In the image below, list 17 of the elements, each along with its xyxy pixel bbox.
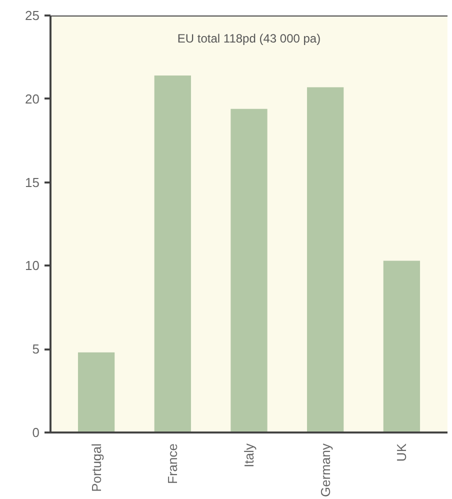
annotation: EU total 118pd (43 000 pa) <box>177 32 321 46</box>
x-tick-label: Italy <box>242 443 256 468</box>
y-tick-label: 15 <box>25 174 40 190</box>
bar <box>154 76 191 432</box>
bar <box>307 87 344 432</box>
x-tick-label: Germany <box>318 443 333 497</box>
y-tick-label: 20 <box>25 91 40 106</box>
x-tick-label: Portugal <box>88 443 104 492</box>
y-tick-label: 25 <box>25 8 40 23</box>
x-tick-label: UK <box>394 443 410 462</box>
bar <box>383 260 420 432</box>
y-tick-label: 5 <box>32 342 40 357</box>
bar <box>78 352 115 432</box>
x-tick-label: France <box>165 443 180 484</box>
y-tick-label: 0 <box>32 425 40 440</box>
bar <box>230 108 268 432</box>
y-tick-label: 10 <box>25 258 40 274</box>
